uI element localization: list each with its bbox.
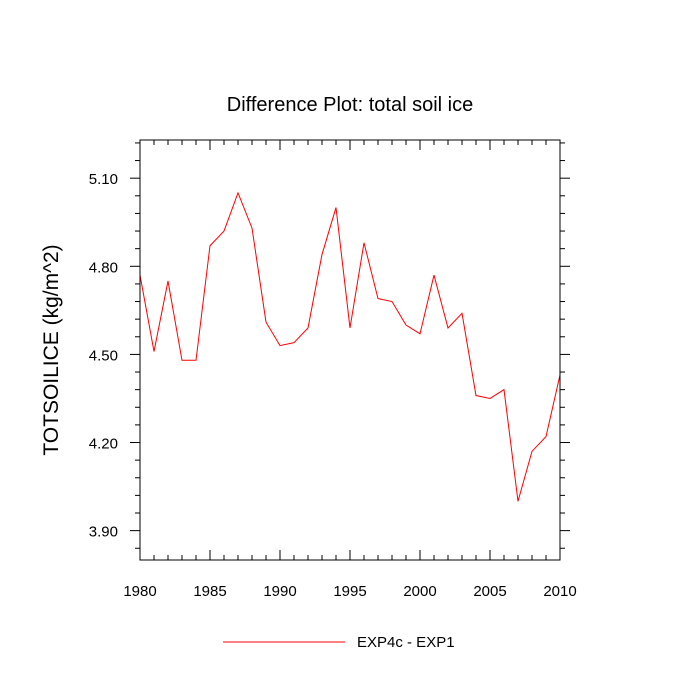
x-tick-label: 1990 [263, 583, 296, 600]
chart-title: Difference Plot: total soil ice [227, 94, 473, 116]
axis-tick-labels: 1980 1985 1990 1995 2000 2005 2010 3.90 4.20 4.50… [89, 171, 577, 600]
y-tick-label: 4.50 [89, 347, 118, 364]
x-tick-label: 1995 [333, 583, 366, 600]
y-tick-label: 4.80 [89, 259, 118, 276]
y-tick-label: 3.90 [89, 524, 118, 541]
x-tick-label: 2000 [403, 583, 436, 600]
y-tick-label: 4.20 [89, 436, 118, 453]
axis-ticks [130, 140, 570, 560]
y-axis-label: TOTSOILICE (kg/m^2) [40, 244, 63, 455]
series-line [139, 191, 561, 502]
x-tick-label: 1980 [123, 583, 156, 600]
x-tick-label: 1985 [193, 583, 226, 600]
y-tick-label: 5.10 [89, 171, 118, 188]
legend: EXP4c - EXP1 [223, 634, 455, 651]
x-tick-label: 2005 [473, 583, 506, 600]
x-tick-label: 2010 [543, 583, 576, 600]
legend-label: EXP4c - EXP1 [357, 634, 455, 651]
series-layer [139, 191, 561, 502]
plot-frame [139, 139, 561, 561]
